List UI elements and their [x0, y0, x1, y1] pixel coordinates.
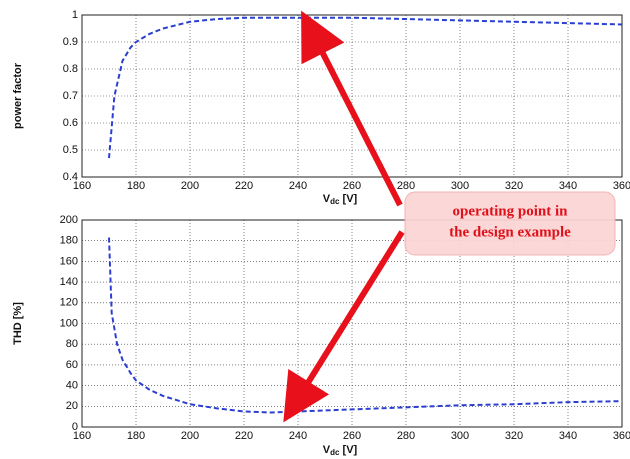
plot-frame	[81, 219, 623, 428]
x-axis-label: Vdc [V]	[323, 193, 358, 206]
y-tick-label: 80	[66, 338, 78, 350]
x-tick-label: 180	[127, 180, 145, 192]
y-tick-label: 160	[60, 255, 78, 267]
y-tick-label: 40	[66, 380, 78, 392]
x-tick-label: 260	[343, 180, 361, 192]
x-tick-label: 240	[289, 430, 307, 442]
x-tick-label: 320	[505, 180, 523, 192]
x-axis-label: Vdc [V]	[323, 444, 358, 457]
x-axis-label-sub: dc	[330, 197, 340, 206]
x-axis-label-main: V	[323, 444, 331, 456]
x-tick-label: 360	[613, 430, 630, 442]
x-tick-label: 360	[613, 180, 630, 192]
x-tick-label: 200	[181, 180, 199, 192]
plot-frame	[81, 14, 623, 178]
x-tick-label: 200	[181, 430, 199, 442]
x-tick-label: 220	[235, 430, 253, 442]
x-tick-label: 160	[73, 180, 91, 192]
data-line	[108, 237, 623, 414]
x-tick-label: 240	[289, 180, 307, 192]
x-tick-label: 300	[451, 180, 469, 192]
y-axis-label: power factor	[12, 62, 24, 129]
x-axis-label-unit: [V]	[339, 444, 357, 456]
y-tick-label: 0.4	[63, 171, 78, 183]
y-tick-label: 0.6	[63, 117, 78, 129]
y-tick-label: 120	[60, 297, 78, 309]
x-tick-label: 340	[559, 180, 577, 192]
x-tick-label: 320	[505, 430, 523, 442]
x-tick-label: 300	[451, 430, 469, 442]
arrow	[301, 10, 403, 207]
y-tick-label: 200	[60, 214, 78, 226]
x-tick-label: 220	[235, 180, 253, 192]
x-tick-label: 160	[73, 430, 91, 442]
x-tick-label: 280	[397, 180, 415, 192]
x-tick-label: 280	[397, 430, 415, 442]
x-axis-label-unit: [V]	[339, 193, 357, 205]
y-tick-label: 0.9	[63, 36, 78, 48]
x-tick-label: 260	[343, 430, 361, 442]
annotation-box	[404, 191, 616, 256]
x-tick-label: 340	[559, 430, 577, 442]
x-axis-label-sub: dc	[330, 448, 340, 457]
y-tick-label: 100	[60, 317, 78, 329]
arrow	[283, 230, 405, 423]
annotation-text: the design example	[449, 224, 571, 240]
y-tick-label: 1	[72, 9, 78, 21]
y-tick-label: 0.5	[63, 144, 78, 156]
y-tick-label: 0	[72, 421, 78, 433]
y-tick-label: 20	[66, 400, 78, 412]
plots: 160 180 200 220 240 260 280 300 320 340 3600.40.50…	[12, 9, 630, 457]
y-tick-label: 60	[66, 359, 78, 371]
y-axis-label: THD [%]	[12, 302, 24, 345]
x-axis-label-main: V	[323, 193, 331, 205]
data-line	[108, 16, 623, 159]
y-tick-label: 0.8	[63, 63, 78, 75]
annotation-text: operating point in	[452, 203, 568, 219]
y-tick-label: 180	[60, 235, 78, 247]
x-tick-label: 180	[127, 430, 145, 442]
y-tick-label: 0.7	[63, 90, 78, 102]
y-tick-label: 140	[60, 276, 78, 288]
